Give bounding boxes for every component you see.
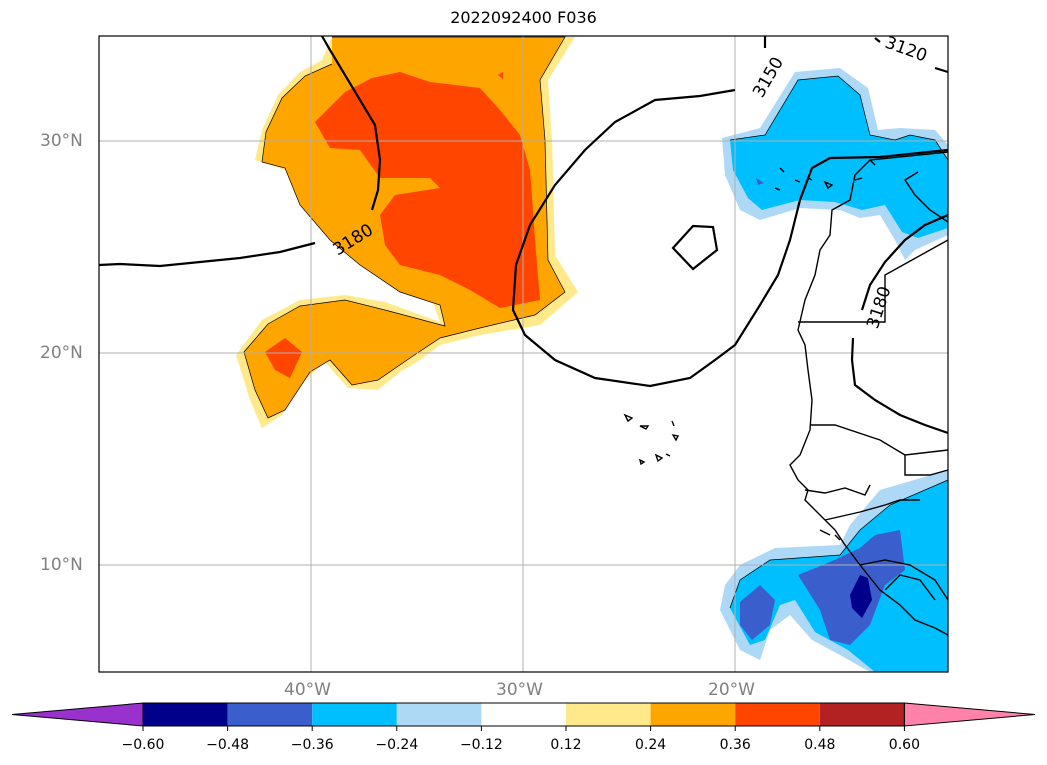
negative-anomaly-fill-south: [720, 470, 948, 672]
coastlines: [623, 151, 949, 636]
lon-label-20w: 20°W: [708, 680, 755, 700]
colorbar-segment: [481, 703, 566, 726]
colorbar: [11, 702, 1036, 731]
colorbar-tick-label: −0.12: [459, 737, 503, 753]
colorbar-segment: [312, 703, 397, 726]
colorbar-tick-label: −0.36: [290, 737, 334, 753]
lat-label-10n: 10°N: [40, 555, 83, 575]
map-title: 2022092400 F036: [450, 8, 597, 27]
colorbar-segment: [819, 703, 905, 726]
negative-anomaly-fill-north: [722, 68, 948, 260]
colorbar-segment: [650, 703, 736, 726]
colorbar-outline: [142, 702, 905, 727]
colorbar-tick-label: 0.48: [804, 737, 836, 753]
colorbar-segment: [566, 703, 651, 726]
colorbar-segment: [735, 703, 820, 726]
lat-label-30n: 30°N: [40, 131, 83, 151]
colorbar-tick-label: 0.12: [550, 737, 582, 753]
colorbar-tick-label: 0.24: [635, 737, 667, 753]
colorbar-segment: [143, 703, 228, 726]
colorbar-tick-label: −0.60: [121, 737, 165, 753]
colorbar-tick-label: 0.60: [888, 737, 920, 753]
lat-label-20n: 20°N: [40, 343, 83, 363]
lon-label-30w: 30°W: [496, 680, 543, 700]
lon-label-40w: 40°W: [284, 680, 331, 700]
contour-label-3120: 3120: [882, 33, 929, 67]
colorbar-tick-label: −0.48: [206, 737, 250, 753]
map-frame: [98, 35, 949, 673]
shading-outline: [243, 36, 949, 609]
colorbar-tick-label: 0.36: [719, 737, 751, 753]
colorbar-segment: [227, 703, 313, 726]
colorbar-segment: [396, 703, 482, 726]
colorbar-extend-low: [11, 702, 144, 727]
map-plot: 3180 3150 3120 3180: [98, 33, 949, 673]
positive-anomaly-fill: [236, 37, 578, 428]
colorbar-extend-high: [903, 702, 1036, 727]
height-contours: [98, 35, 949, 435]
colorbar-tick-label: −0.24: [375, 737, 419, 753]
